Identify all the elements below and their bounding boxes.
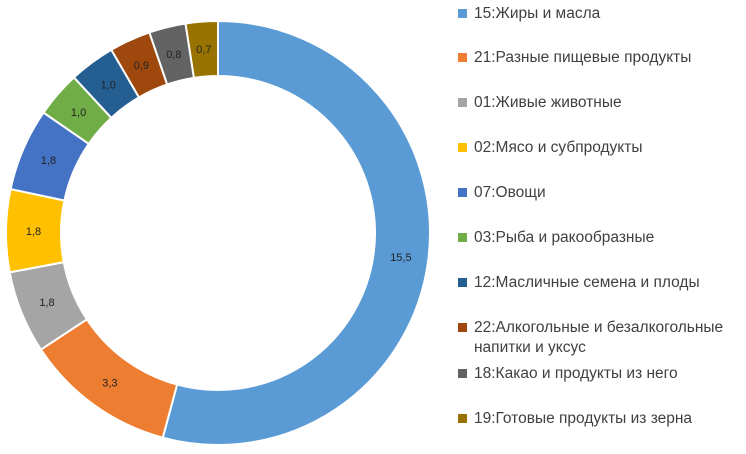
legend-swatch	[458, 323, 467, 332]
slice-value-label-5: 1,0	[71, 107, 86, 119]
legend-swatch	[458, 9, 467, 18]
legend-item-1: 21:Разные пищевые продукты	[458, 48, 746, 68]
legend-swatch	[458, 369, 467, 378]
legend-item-3: 02:Мясо и субпродукты	[458, 138, 746, 158]
legend-item-5: 03:Рыба и ракообразные	[458, 228, 746, 248]
slice-value-label-8: 0,8	[166, 49, 181, 61]
donut-slice-0	[161, 19, 431, 446]
slice-value-label-2: 1,8	[39, 297, 54, 309]
legend-label: 03:Рыба и ракообразные	[474, 229, 655, 246]
legend-item-6: 12:Масличные семена и плоды	[458, 273, 746, 293]
legend-swatch	[458, 143, 467, 152]
legend-swatch	[458, 414, 467, 423]
legend-label: 02:Мясо и субпродукты	[474, 139, 643, 156]
legend-label: 22:Алкогольные и безалкогольные напитки …	[474, 319, 724, 356]
legend-swatch	[458, 98, 467, 107]
legend-swatch	[458, 188, 467, 197]
legend-label: 07:Овощи	[474, 184, 546, 201]
legend-item-8: 18:Какао и продукты из него	[458, 364, 746, 384]
slice-value-label-4: 1,8	[41, 155, 56, 167]
legend-swatch	[458, 233, 467, 242]
slice-value-label-3: 1,8	[26, 226, 41, 238]
legend-item-0: 15:Жиры и масла	[458, 4, 746, 24]
legend-item-9: 19:Готовые продукты из зерна	[458, 409, 746, 429]
legend-item-4: 07:Овощи	[458, 183, 746, 203]
legend-label: 18:Какао и продукты из него	[474, 365, 678, 382]
legend-swatch	[458, 53, 467, 62]
legend-label: 21:Разные пищевые продукты	[474, 49, 692, 66]
slice-value-label-1: 3,3	[102, 378, 117, 390]
legend-label: 12:Масличные семена и плоды	[474, 274, 700, 291]
slice-value-label-7: 0,9	[134, 60, 149, 72]
legend-item-2: 01:Живые животные	[458, 93, 746, 113]
donut-slice-9	[184, 19, 219, 79]
legend-label: 01:Живые животные	[474, 94, 622, 111]
legend-label: 15:Жиры и масла	[474, 5, 601, 22]
slice-value-label-9: 0,7	[196, 44, 211, 56]
legend-swatch	[458, 278, 467, 287]
legend-label: 19:Готовые продукты из зерна	[474, 410, 693, 427]
legend-item-7: 22:Алкогольные и безалкогольные напитки …	[458, 318, 746, 358]
slice-value-label-0: 15,5	[390, 252, 411, 264]
slice-value-label-6: 1,0	[101, 80, 116, 92]
